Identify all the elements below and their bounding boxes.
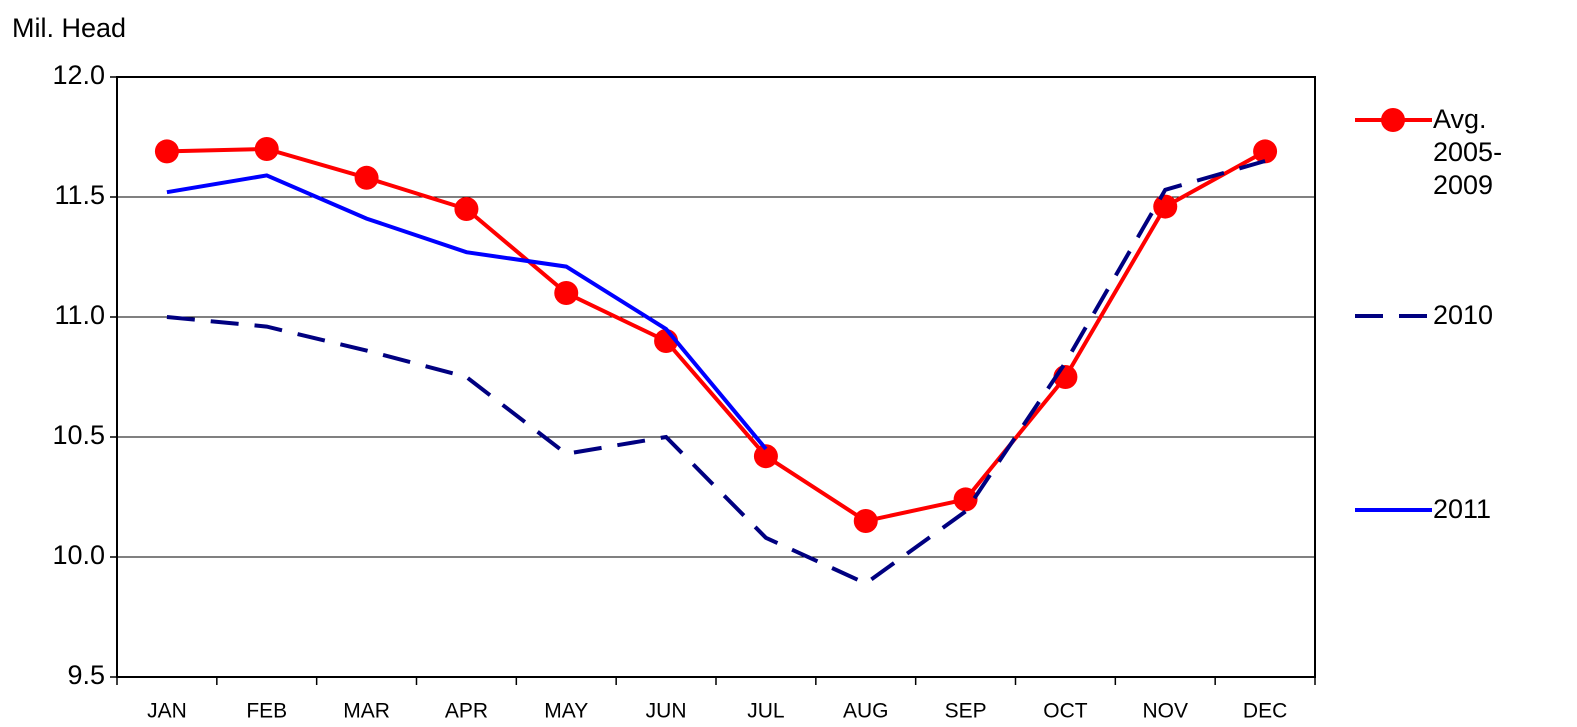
y-axis-title: Mil. Head [12,13,126,43]
point [1153,194,1178,219]
x-tick-label: SEP [945,700,987,723]
point [853,509,878,533]
y-tick-label: 11.0 [54,300,105,330]
point [1253,139,1278,164]
legend-label: 2010 [1433,300,1494,330]
point [154,139,179,164]
x-tick-label: DEC [1243,700,1287,723]
legend-label: Avg. 2005-2009 [1433,104,1503,200]
point [953,487,978,512]
y-tick-label: 10.0 [52,540,105,570]
x-tick-label: AUG [843,700,889,723]
x-tick-label: JUL [747,700,784,723]
series-line [166,159,1266,586]
point [753,444,778,469]
x-tick-label: APR [445,700,488,723]
point [554,281,579,305]
series-line [166,146,1267,524]
point [454,197,479,221]
x-tick-label: OCT [1043,700,1088,723]
point [254,137,279,161]
series-line [166,173,768,451]
x-tick-label: JAN [147,700,187,723]
x-tick-label: JUN [646,700,687,723]
y-tick-label: 9.5 [67,660,105,690]
plot-frame [116,76,1316,678]
y-tick-label: 11.5 [54,180,105,210]
legend-item: 2011 [1433,494,1492,524]
x-tick-label: FEB [246,700,287,723]
x-tick-label: NOV [1142,700,1188,723]
legend-label: 2011 [1433,494,1492,524]
x-tick-label: MAR [343,700,390,723]
y-tick-label: 10.5 [52,420,105,450]
y-tick-label: 12.0 [52,60,105,90]
point [354,165,379,190]
x-tick-label: MAY [544,700,588,723]
legend-marker [1381,108,1405,132]
legend-item: Avg. 2005-2009 [1433,104,1503,200]
legend-item: 2010 [1433,300,1494,330]
